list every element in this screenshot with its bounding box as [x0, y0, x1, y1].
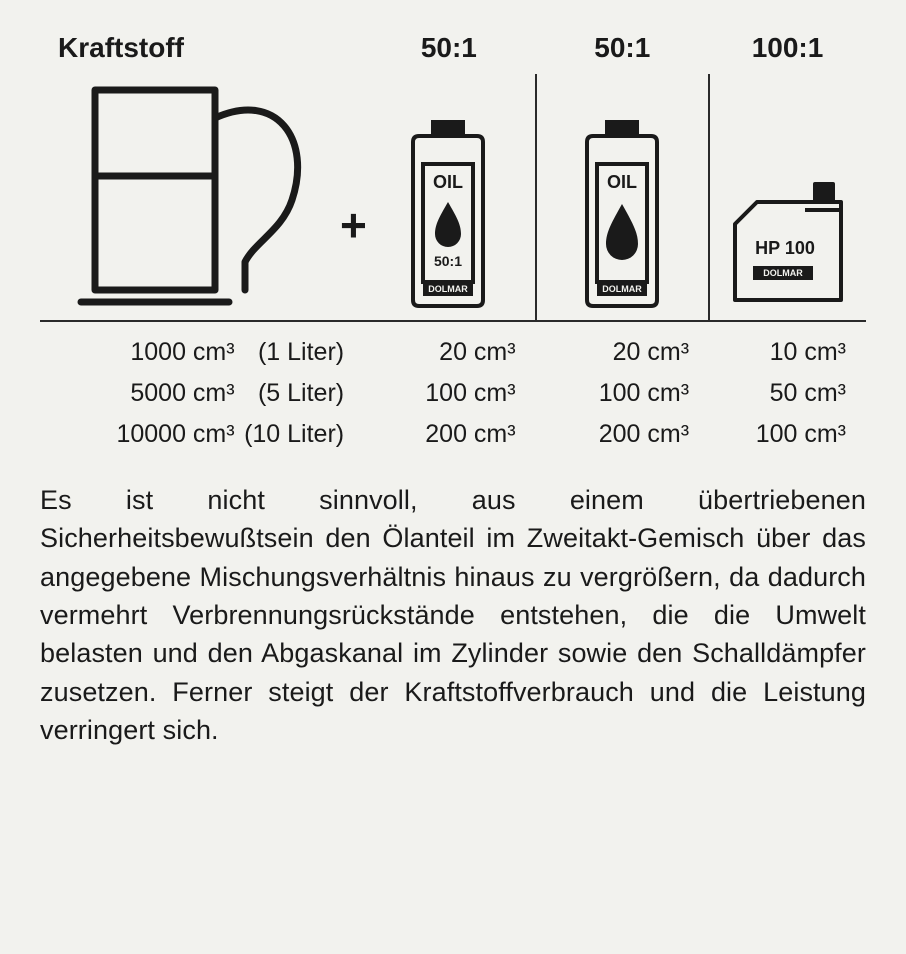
- oil-bottle-icon: OIL DOLMAR: [567, 120, 677, 310]
- fuel-value: 5000 cm³ (5 Liter): [40, 373, 362, 414]
- oil-bottle-icon: OIL 50:1 DOLMAR: [393, 120, 503, 310]
- oil1-value: 200 cm³: [362, 414, 535, 455]
- bottle3-line1: HP 100: [755, 238, 815, 258]
- fuel-liter: (10 Liter): [235, 420, 359, 449]
- header-oil1: 50:1: [362, 28, 535, 74]
- oil2-value: 100 cm³: [536, 373, 709, 414]
- table-row: 1000 cm³ (1 Liter) 20 cm³ 20 cm³ 10 cm³: [40, 321, 866, 373]
- fuel-pump-cell: [40, 74, 362, 321]
- header-oil3: 100:1: [709, 28, 866, 74]
- fuel-cm: 10000 cm³: [64, 420, 235, 449]
- icon-row: OIL 50:1 DOLMAR OIL DOL: [40, 74, 866, 321]
- fuel-cm: 5000 cm³: [64, 379, 235, 408]
- warning-paragraph: Es ist nicht sinnvoll, aus einem übertri…: [40, 481, 866, 749]
- oil3-value: 10 cm³: [709, 321, 866, 373]
- header-row: Kraftstoff 50:1 50:1 100:1: [40, 28, 866, 74]
- table-row: 5000 cm³ (5 Liter) 100 cm³ 100 cm³ 50 cm…: [40, 373, 866, 414]
- bottle2-line1: OIL: [607, 172, 637, 192]
- oil3-value: 100 cm³: [709, 414, 866, 455]
- oil3-value: 50 cm³: [709, 373, 866, 414]
- plus-sign: +: [340, 198, 367, 252]
- header-fuel: Kraftstoff: [40, 28, 362, 74]
- mixing-table: Kraftstoff 50:1 50:1 100:1: [40, 28, 866, 455]
- fuel-value: 1000 cm³ (1 Liter): [40, 321, 362, 373]
- bottle1-line1: OIL: [433, 172, 463, 192]
- fuel-liter: (5 Liter): [235, 379, 359, 408]
- table-row: 10000 cm³ (10 Liter) 200 cm³ 200 cm³ 100…: [40, 414, 866, 455]
- bottle3-brand: DOLMAR: [763, 268, 803, 278]
- bottle1-brand: DOLMAR: [429, 284, 469, 294]
- bottle2-brand: DOLMAR: [603, 284, 643, 294]
- oil2-value: 20 cm³: [536, 321, 709, 373]
- oil1-value: 20 cm³: [362, 321, 535, 373]
- header-oil2: 50:1: [536, 28, 709, 74]
- oil2-value: 200 cm³: [536, 414, 709, 455]
- oil-bottle-2-cell: OIL DOLMAR: [536, 74, 709, 321]
- bottle1-line2: 50:1: [434, 253, 462, 269]
- oil-can-cell: HP 100 DOLMAR: [709, 74, 866, 321]
- fuel-liter: (1 Liter): [235, 338, 359, 367]
- oil1-value: 100 cm³: [362, 373, 535, 414]
- fuel-value: 10000 cm³ (10 Liter): [40, 414, 362, 455]
- oil-bottle-1-cell: OIL 50:1 DOLMAR: [362, 74, 535, 321]
- mixing-sheet: + Kraftstoff 50:1 50:1 100:1: [40, 28, 866, 749]
- fuel-cm: 1000 cm³: [64, 338, 235, 367]
- oil-can-icon: HP 100 DOLMAR: [723, 180, 853, 310]
- fuel-pump-icon: [77, 80, 327, 310]
